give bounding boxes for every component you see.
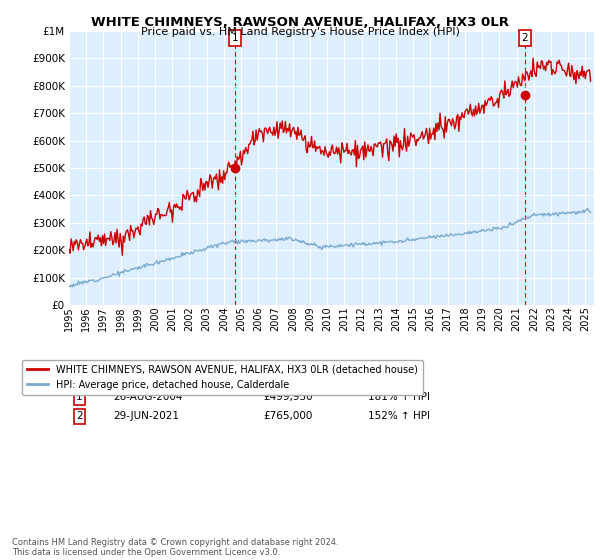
Text: £499,950: £499,950: [263, 392, 313, 402]
Legend: WHITE CHIMNEYS, RAWSON AVENUE, HALIFAX, HX3 0LR (detached house), HPI: Average p: WHITE CHIMNEYS, RAWSON AVENUE, HALIFAX, …: [22, 360, 422, 395]
Text: 1: 1: [76, 392, 83, 402]
Text: 2: 2: [521, 32, 528, 43]
Text: 181% ↑ HPI: 181% ↑ HPI: [368, 392, 430, 402]
Text: 26-AUG-2004: 26-AUG-2004: [113, 392, 183, 402]
Text: Price paid vs. HM Land Registry's House Price Index (HPI): Price paid vs. HM Land Registry's House …: [140, 27, 460, 37]
Text: 1: 1: [232, 32, 238, 43]
Text: Contains HM Land Registry data © Crown copyright and database right 2024.
This d: Contains HM Land Registry data © Crown c…: [12, 538, 338, 557]
Text: 2: 2: [76, 412, 83, 421]
Text: 29-JUN-2021: 29-JUN-2021: [113, 412, 179, 421]
Text: 152% ↑ HPI: 152% ↑ HPI: [368, 412, 430, 421]
Text: £765,000: £765,000: [263, 412, 313, 421]
Text: WHITE CHIMNEYS, RAWSON AVENUE, HALIFAX, HX3 0LR: WHITE CHIMNEYS, RAWSON AVENUE, HALIFAX, …: [91, 16, 509, 29]
